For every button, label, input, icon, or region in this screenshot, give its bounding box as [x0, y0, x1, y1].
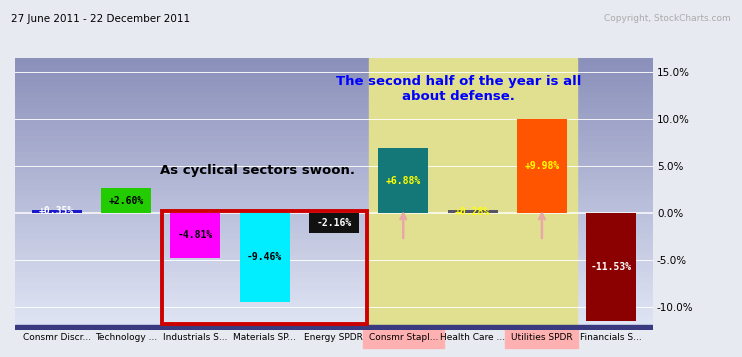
Bar [15, 101, 653, 107]
Bar [15, 205, 653, 210]
Bar [15, 140, 653, 145]
Bar [15, 134, 653, 140]
Text: +2.60%: +2.60% [108, 196, 143, 206]
Bar [15, 69, 653, 74]
Bar [171, 213, 220, 258]
Text: 27 June 2011 - 22 December 2011: 27 June 2011 - 22 December 2011 [11, 14, 190, 24]
Text: -9.46%: -9.46% [247, 252, 282, 262]
Bar [15, 325, 653, 330]
Bar [15, 210, 653, 216]
Bar [15, 91, 653, 96]
Bar [15, 150, 653, 156]
Bar [15, 96, 653, 101]
Bar [508, 58, 577, 330]
Bar [438, 58, 508, 330]
Bar [447, 210, 498, 213]
Bar [15, 276, 653, 281]
Bar [15, 221, 653, 227]
Bar [15, 287, 653, 292]
Bar [15, 80, 653, 85]
Bar [15, 308, 653, 314]
Bar [15, 123, 653, 129]
Bar [369, 58, 438, 330]
Bar [15, 297, 653, 303]
Bar [15, 254, 653, 260]
Bar [15, 325, 653, 330]
Bar [15, 238, 653, 243]
Bar [15, 248, 653, 254]
Bar [101, 188, 151, 213]
Bar [162, 211, 367, 324]
Bar [15, 58, 653, 63]
Text: Copyright, StockCharts.com: Copyright, StockCharts.com [604, 14, 731, 23]
Bar [15, 200, 653, 205]
Bar [240, 213, 289, 302]
Bar [309, 213, 359, 233]
Text: The second half of the year is all
about defense.: The second half of the year is all about… [336, 75, 582, 103]
Text: +9.98%: +9.98% [525, 161, 559, 171]
Bar [15, 156, 653, 161]
Bar [15, 112, 653, 118]
Bar [15, 292, 653, 297]
Text: +6.88%: +6.88% [386, 176, 421, 186]
Bar [15, 243, 653, 248]
Bar [15, 281, 653, 287]
Bar [15, 118, 653, 123]
Bar [15, 183, 653, 188]
Text: As cyclical sectors swoon.: As cyclical sectors swoon. [160, 164, 355, 177]
Bar [15, 172, 653, 178]
Bar [15, 178, 653, 183]
Bar [15, 314, 653, 319]
Bar [15, 232, 653, 238]
Bar [15, 161, 653, 167]
Bar [32, 210, 82, 213]
Text: -2.16%: -2.16% [316, 218, 352, 228]
Bar [15, 85, 653, 91]
Text: +0.35%: +0.35% [39, 206, 74, 216]
Bar [15, 303, 653, 308]
Bar [15, 74, 653, 80]
Bar [15, 216, 653, 221]
Bar [378, 148, 428, 213]
Bar [517, 119, 567, 213]
Bar [15, 167, 653, 172]
Bar [15, 63, 653, 69]
Bar [15, 265, 653, 270]
Bar [586, 213, 636, 321]
Bar [15, 270, 653, 276]
Text: -11.53%: -11.53% [591, 262, 631, 272]
Text: -4.81%: -4.81% [177, 230, 213, 240]
Bar [15, 319, 653, 325]
Bar [15, 227, 653, 232]
Text: +0.28%: +0.28% [455, 206, 490, 216]
Bar [15, 194, 653, 200]
Bar [15, 188, 653, 194]
Bar [15, 129, 653, 134]
Bar [15, 107, 653, 112]
Bar [15, 145, 653, 150]
Bar [15, 260, 653, 265]
